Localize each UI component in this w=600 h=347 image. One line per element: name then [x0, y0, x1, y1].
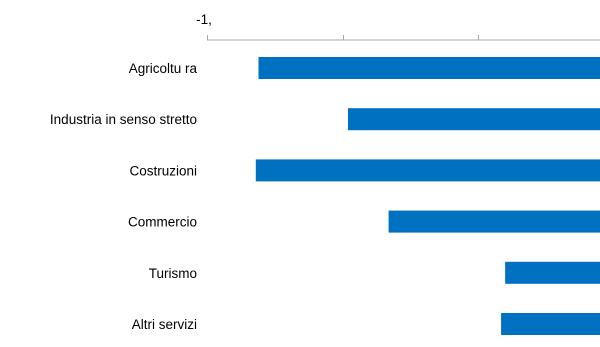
- category-label-commercio: Commercio: [128, 215, 197, 230]
- bar-agricoltura: [258, 57, 600, 79]
- bar-costruzioni: [255, 159, 600, 182]
- category-label-altri-servizi: Altri servizi: [132, 317, 197, 332]
- bar-altri-servizi: [501, 313, 600, 335]
- category-label-agricoltura: Agricoltu ra: [129, 61, 198, 76]
- category-label-industria-in-senso-stretto: Industria in senso stretto: [50, 112, 197, 127]
- category-label-turismo: Turismo: [149, 266, 197, 281]
- bar-commercio: [388, 210, 600, 233]
- bar-industria-in-senso-stretto: [347, 108, 600, 131]
- bar-turismo: [505, 261, 600, 284]
- x-tick-label-0: -1,: [196, 12, 212, 27]
- category-label-costruzioni: Costruzioni: [129, 163, 197, 178]
